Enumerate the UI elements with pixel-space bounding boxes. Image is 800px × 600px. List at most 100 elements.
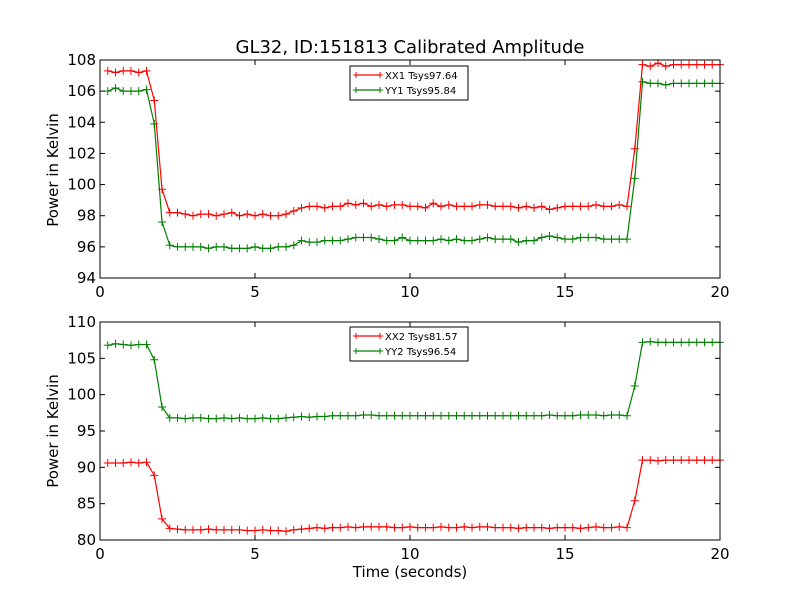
data-point bbox=[375, 235, 383, 244]
data-point bbox=[173, 413, 182, 422]
data-point bbox=[630, 174, 639, 183]
y-tick-label: 95 bbox=[77, 422, 96, 440]
data-point bbox=[553, 411, 562, 420]
data-point bbox=[150, 96, 159, 105]
data-point bbox=[514, 411, 523, 420]
data-point bbox=[499, 202, 507, 211]
x-tick-label: 20 bbox=[710, 545, 729, 563]
data-point bbox=[344, 235, 352, 244]
data-point bbox=[375, 200, 383, 209]
data-point bbox=[127, 458, 135, 467]
data-point bbox=[336, 523, 345, 532]
data-point bbox=[165, 241, 174, 250]
data-point bbox=[367, 233, 376, 242]
data-point bbox=[119, 87, 128, 96]
data-point bbox=[638, 456, 647, 465]
data-point bbox=[212, 414, 221, 423]
data-point bbox=[615, 235, 624, 244]
data-point bbox=[615, 411, 624, 420]
data-point bbox=[623, 202, 631, 211]
data-point bbox=[274, 242, 283, 251]
data-point bbox=[204, 244, 213, 253]
data-point bbox=[599, 523, 608, 532]
data-point bbox=[305, 238, 314, 247]
data-point bbox=[103, 458, 112, 467]
data-point bbox=[584, 411, 593, 420]
data-point bbox=[344, 522, 352, 531]
data-point bbox=[530, 411, 538, 420]
y-tick-label: 100 bbox=[67, 386, 96, 404]
y-tick-label: 105 bbox=[67, 349, 96, 367]
data-point bbox=[638, 338, 647, 347]
y-tick-label: 108 bbox=[67, 51, 96, 69]
data-point bbox=[328, 411, 337, 420]
data-point bbox=[243, 210, 252, 219]
data-point bbox=[227, 208, 236, 217]
data-point bbox=[561, 202, 569, 211]
data-point bbox=[227, 525, 236, 534]
data-point bbox=[514, 524, 523, 533]
data-point bbox=[553, 203, 562, 212]
data-point bbox=[708, 79, 717, 88]
data-point bbox=[313, 202, 321, 211]
data-point bbox=[460, 522, 469, 531]
data-point bbox=[142, 66, 151, 75]
data-point bbox=[142, 85, 151, 94]
data-point bbox=[305, 413, 314, 422]
data-point bbox=[165, 524, 174, 533]
data-point bbox=[700, 456, 709, 465]
data-point bbox=[367, 411, 376, 420]
data-point bbox=[235, 211, 244, 220]
data-point bbox=[103, 66, 112, 75]
data-point bbox=[258, 525, 267, 534]
data-point bbox=[429, 236, 438, 245]
legend-marker bbox=[353, 72, 383, 78]
data-point bbox=[654, 456, 662, 465]
data-point bbox=[444, 411, 453, 420]
data-point bbox=[561, 523, 569, 532]
data-point bbox=[475, 235, 484, 244]
data-point bbox=[537, 202, 546, 211]
data-point bbox=[607, 235, 616, 244]
data-point bbox=[708, 456, 717, 465]
data-point bbox=[111, 458, 120, 467]
data-point bbox=[204, 414, 213, 423]
data-point bbox=[460, 202, 469, 211]
data-point bbox=[584, 233, 593, 242]
data-point bbox=[406, 202, 414, 211]
data-point bbox=[111, 84, 120, 93]
data-point bbox=[576, 411, 585, 420]
data-point bbox=[220, 525, 228, 534]
data-point bbox=[150, 119, 159, 128]
data-point bbox=[452, 202, 461, 211]
x-tick-label: 0 bbox=[95, 283, 105, 301]
data-point bbox=[537, 523, 546, 532]
data-point bbox=[499, 411, 507, 420]
data-point bbox=[359, 199, 368, 208]
data-point bbox=[235, 244, 244, 253]
y-tick-label: 110 bbox=[67, 313, 96, 331]
data-point bbox=[119, 458, 128, 467]
data-point bbox=[530, 523, 538, 532]
data-point bbox=[677, 456, 686, 465]
data-point bbox=[165, 413, 174, 422]
data-point bbox=[700, 60, 709, 69]
data-point bbox=[545, 231, 554, 240]
data-point bbox=[398, 411, 407, 420]
data-point bbox=[444, 523, 453, 532]
data-point bbox=[537, 233, 546, 242]
data-point bbox=[437, 235, 445, 244]
data-point bbox=[607, 411, 616, 420]
y-tick-label: 80 bbox=[77, 531, 96, 549]
data-point bbox=[204, 525, 213, 534]
data-point bbox=[638, 60, 647, 69]
data-point bbox=[235, 413, 244, 422]
data-point bbox=[313, 523, 321, 532]
data-point bbox=[607, 202, 616, 211]
data-point bbox=[491, 523, 500, 532]
y-axis-label-top: Power in Kelvin bbox=[44, 113, 62, 227]
data-point bbox=[165, 208, 174, 217]
data-point bbox=[413, 523, 422, 532]
data-point bbox=[227, 244, 236, 253]
data-point bbox=[189, 211, 197, 220]
